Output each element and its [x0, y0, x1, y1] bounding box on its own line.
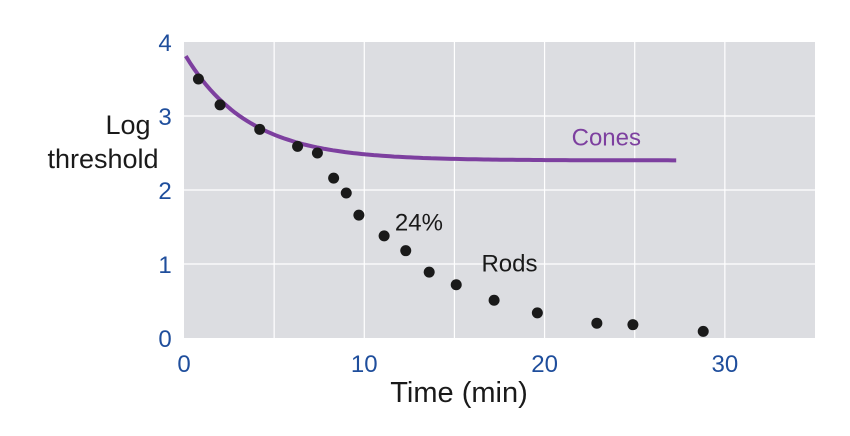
rods-data-point [423, 266, 435, 278]
y-tick-label: 4 [158, 30, 171, 57]
cones-curve [184, 55, 677, 163]
y-tick-label: 0 [158, 326, 171, 353]
y-axis-label-line2: threshold [47, 144, 158, 174]
rods-data-point [400, 245, 412, 257]
x-tick-label: 30 [712, 351, 739, 378]
x-axis-label: Time (min) [390, 377, 527, 409]
y-tick-label: 2 [158, 178, 171, 205]
grid-lines [184, 42, 815, 338]
annotation-percent: 24% [395, 210, 443, 237]
x-tick-labels: 0 10 20 30 [177, 351, 738, 378]
annotation-rods: Rods [481, 250, 537, 277]
rods-data-point [292, 140, 304, 152]
rods-data-point [214, 99, 226, 111]
rods-data-point [531, 307, 543, 319]
rods-data-point [591, 317, 603, 329]
y-tick-label: 1 [158, 252, 171, 279]
y-tick-labels: 0 1 2 3 4 [158, 30, 171, 353]
rods-data-point [353, 209, 365, 221]
rods-data-point [488, 294, 500, 306]
rods-data-point [254, 123, 266, 135]
rods-data-point [697, 325, 709, 337]
rods-data-point [340, 187, 352, 199]
rods-data-point [450, 279, 462, 291]
y-axis-label-line1: Log [105, 110, 150, 140]
rods-data-point [311, 147, 323, 159]
rods-data-point [328, 172, 340, 184]
y-tick-label: 3 [158, 104, 171, 131]
x-tick-label: 0 [177, 351, 190, 378]
x-tick-label: 10 [351, 351, 378, 378]
x-tick-label: 20 [531, 351, 558, 378]
annotation-cones: Cones [572, 125, 641, 152]
rods-data-point [627, 319, 639, 331]
rods-data-point [378, 230, 390, 242]
rods-points [192, 73, 709, 337]
rods-data-point [192, 73, 204, 85]
